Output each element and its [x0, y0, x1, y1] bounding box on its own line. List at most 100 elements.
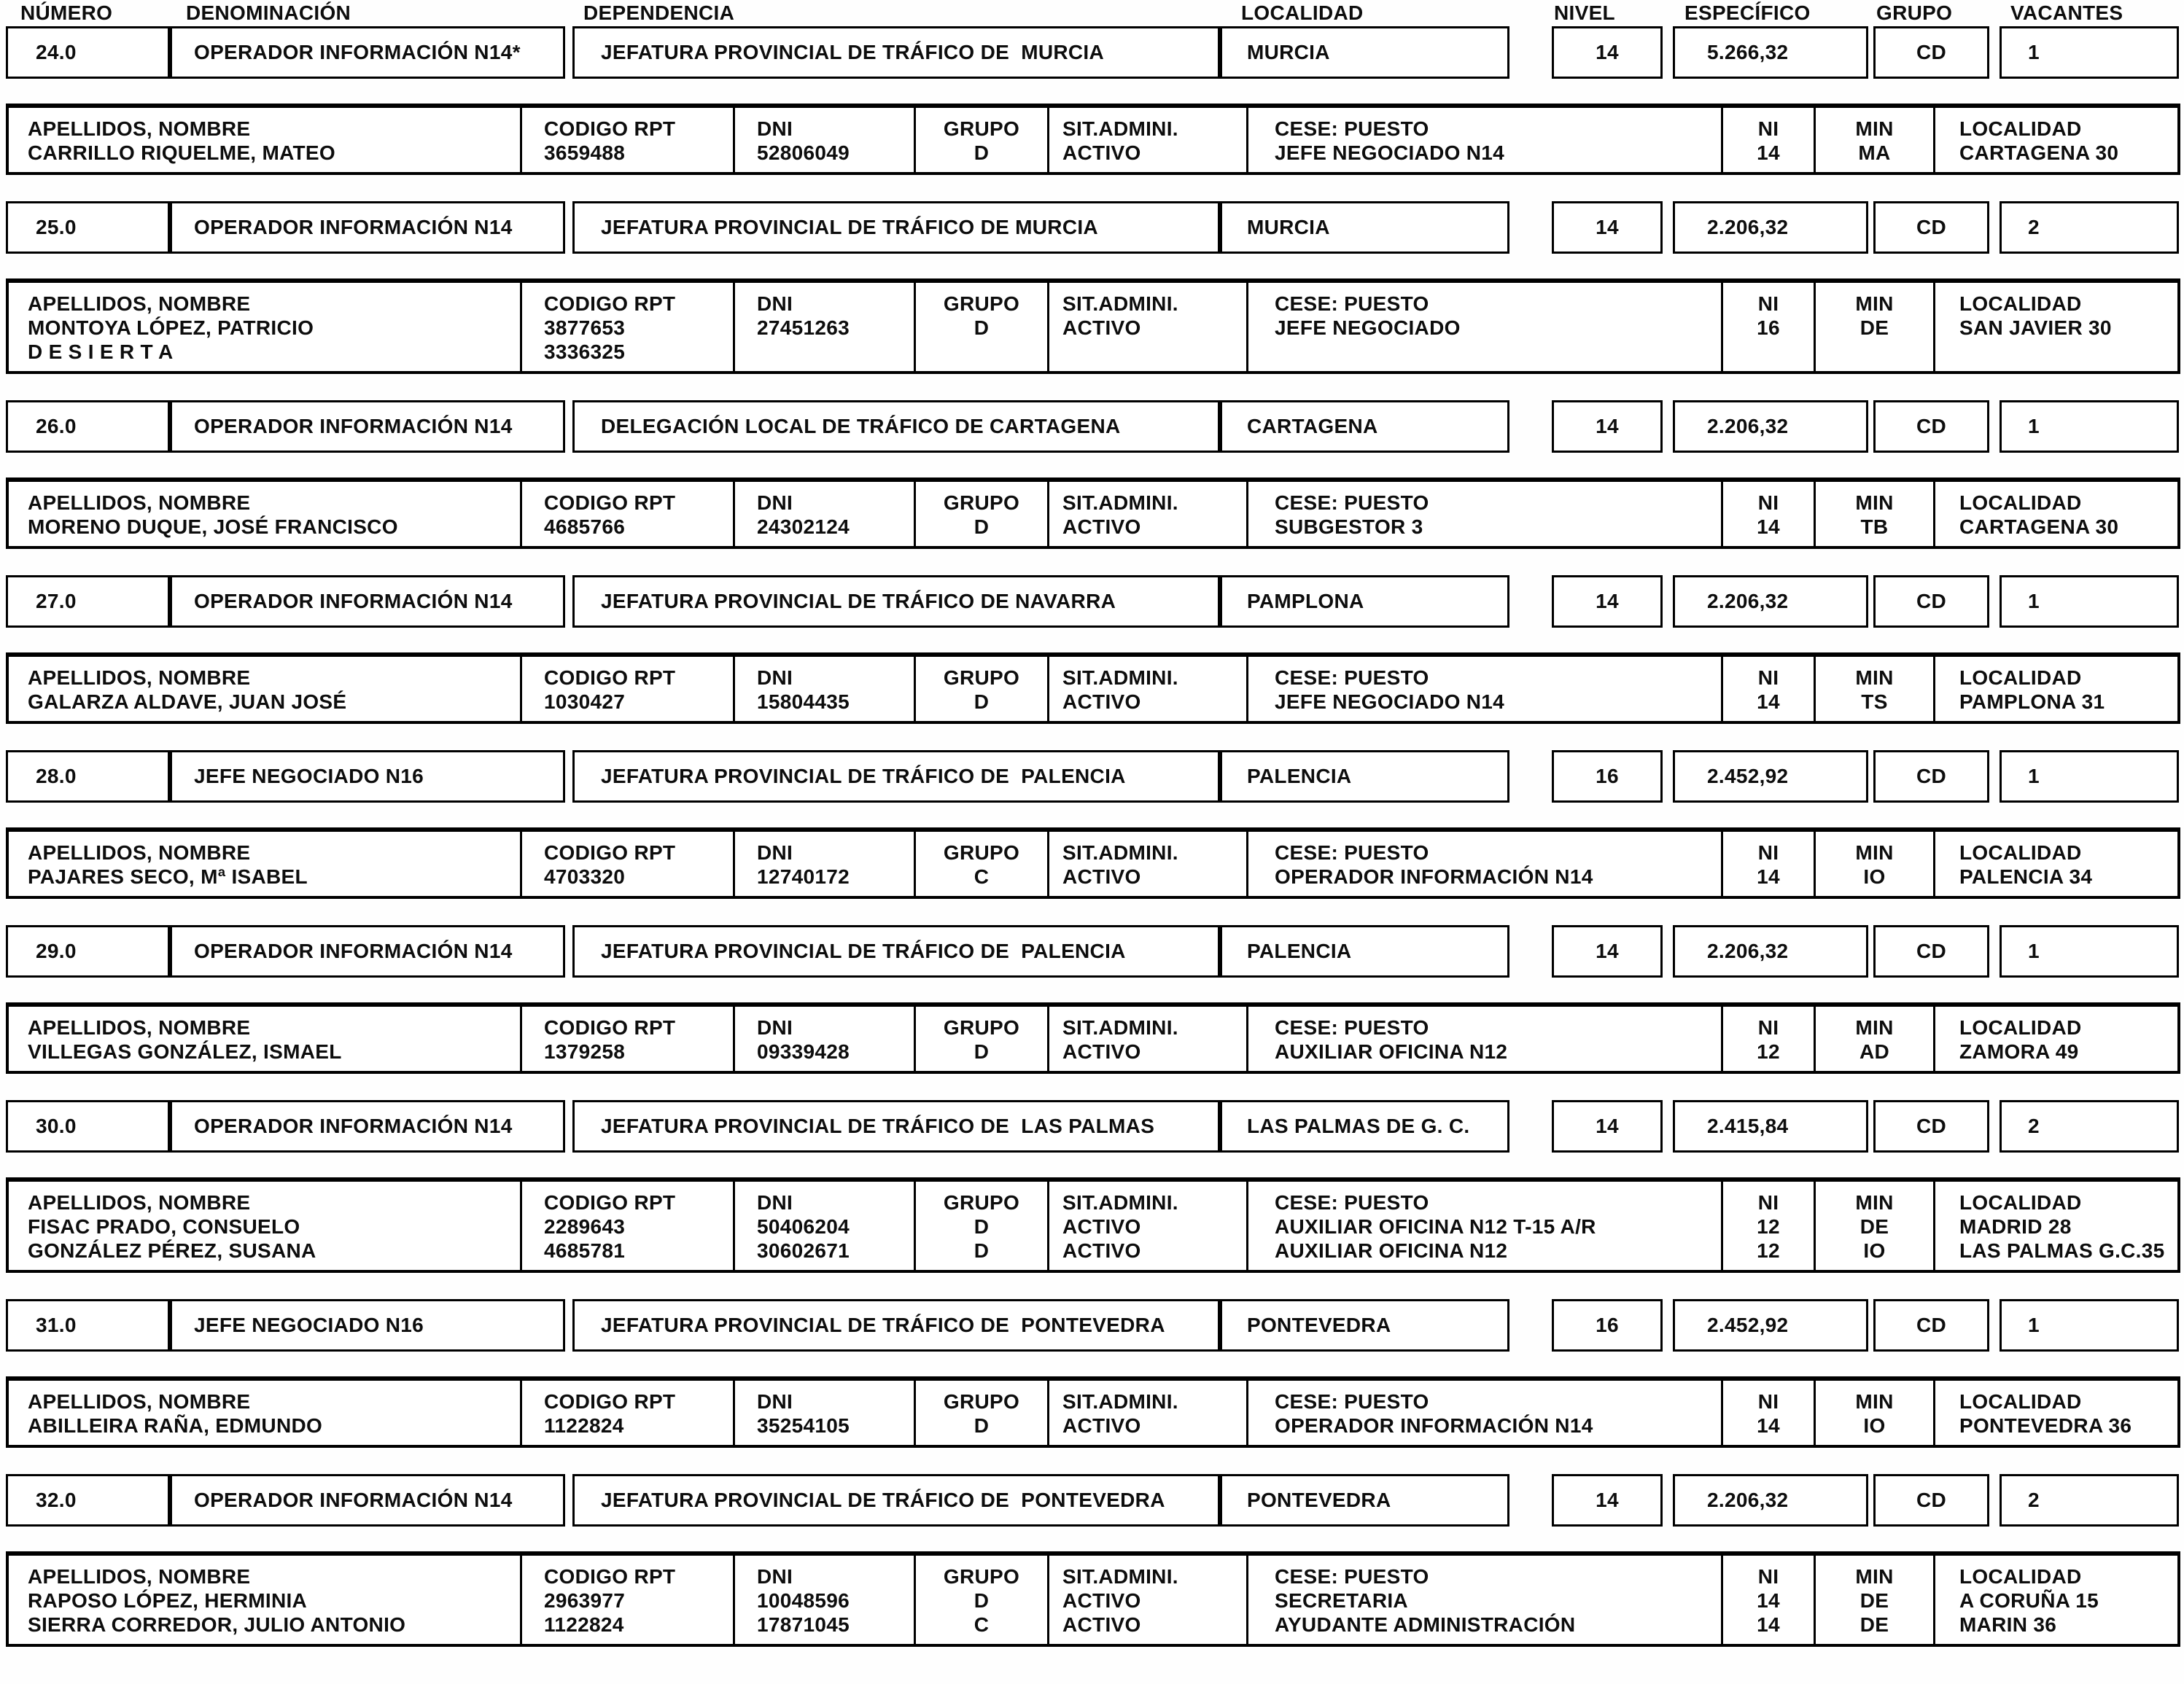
field-label: SIT.ADMINI.	[1062, 1191, 1178, 1214]
codigo-column: CODIGO RPT 4703320	[520, 832, 733, 896]
localidad-column: LOCALIDAD PAMPLONA 31	[1933, 657, 2177, 721]
person-details-row: APELLIDOS, NOMBRE MONTOYA LÓPEZ, PATRICIO…	[6, 278, 2180, 374]
dependencia-cell: JEFATURA PROVINCIAL DE TRÁFICO DE PONTEV…	[572, 1474, 1220, 1527]
grupo-column: GRUPO D D	[914, 1182, 1047, 1270]
grupo-column: GRUPO D	[914, 1381, 1047, 1445]
record: 28.0 JEFE NEGOCIADO N16 JEFATURA PROVINCIA…	[0, 750, 2184, 899]
nombre-column: APELLIDOS, NOMBRE VILLEGAS GONZÁLEZ, ISMA…	[9, 1007, 520, 1071]
person-ni: 14	[1757, 1414, 1780, 1437]
sit-column: SIT.ADMINI. ACTIVO ACTIVO	[1047, 1556, 1246, 1644]
person-localidad: A CORUÑA 15	[1959, 1589, 2099, 1612]
ni-column: NI 14	[1721, 832, 1814, 896]
person-localidad: PAMPLONA 31	[1959, 690, 2105, 713]
field-label: GRUPO	[943, 841, 1020, 864]
person-sit: ACTIVO	[1062, 515, 1141, 538]
field-label: NI	[1757, 1565, 1779, 1588]
dni-column: DNI 09339428	[733, 1007, 914, 1071]
record: 25.0 OPERADOR INFORMACIÓN N14 JEFATURA PRO…	[0, 201, 2184, 374]
dni-column: DNI 50406204 30602671	[733, 1182, 914, 1270]
person-nombre: GALARZA ALDAVE, JUAN JOSÉ	[28, 690, 347, 713]
person-min: TS	[1861, 690, 1888, 713]
localidad-column: LOCALIDAD CARTAGENA 30	[1933, 108, 2177, 172]
ni-column: NI 14	[1721, 1381, 1814, 1445]
person-ni: 14	[1757, 141, 1780, 164]
column-header-numero: NÚMERO	[20, 1, 113, 24]
field-label: LOCALIDAD	[1959, 292, 2082, 315]
person-cese: AUXILIAR OFICINA N12 T-15 A/R	[1275, 1215, 1596, 1238]
ni-column: NI 14 14	[1721, 1556, 1814, 1644]
person-dni: 12740172	[757, 865, 850, 888]
nombre-column: APELLIDOS, NOMBRE MONTOYA LÓPEZ, PATRICIO…	[9, 283, 520, 371]
field-label: GRUPO	[943, 117, 1020, 140]
denominacion-cell: OPERADOR INFORMACIÓN N14	[170, 1474, 565, 1527]
field-label: APELLIDOS, NOMBRE	[28, 841, 251, 864]
field-label: APELLIDOS, NOMBRE	[28, 1565, 251, 1588]
field-label: SIT.ADMINI.	[1062, 1016, 1178, 1039]
person-dni: 27451263	[757, 316, 850, 339]
person-cese: SUBGESTOR 3	[1275, 515, 1423, 538]
codigo-column: CODIGO RPT 1030427	[520, 657, 733, 721]
dependencia-cell: JEFATURA PROVINCIAL DE TRÁFICO DE LAS PA…	[572, 1100, 1220, 1153]
person-cese: JEFE NEGOCIADO	[1275, 316, 1461, 339]
localidad-column: LOCALIDAD ZAMORA 49	[1933, 1007, 2177, 1071]
person-min: AD	[1859, 1040, 1890, 1063]
position-row: 29.0 OPERADOR INFORMACIÓN N14 JEFATURA PRO…	[0, 925, 2184, 978]
field-label: GRUPO	[943, 1191, 1020, 1214]
denominacion-cell: OPERADOR INFORMACIÓN N14	[170, 575, 565, 628]
person-nombre: ABILLEIRA RAÑA, EDMUNDO	[28, 1414, 323, 1437]
position-row: 27.0 OPERADOR INFORMACIÓN N14 JEFATURA PRO…	[0, 575, 2184, 628]
dni-column: DNI 12740172	[733, 832, 914, 896]
dependencia-cell: JEFATURA PROVINCIAL DE TRÁFICO DE PALENC…	[572, 925, 1220, 978]
grupo-cell: CD	[1873, 400, 1989, 453]
ni-column: NI 14	[1721, 482, 1814, 546]
person-codigo: 1030427	[544, 690, 626, 713]
field-label: SIT.ADMINI.	[1062, 666, 1178, 689]
especifico-cell: 2.206,32	[1673, 925, 1868, 978]
sit-column: SIT.ADMINI. ACTIVO	[1047, 108, 1246, 172]
person-dni: 17871045	[757, 1613, 850, 1636]
dependencia-cell: JEFATURA PROVINCIAL DE TRÁFICO DE MURCIA	[572, 26, 1220, 79]
person-dni: 50406204	[757, 1215, 850, 1238]
person-dni: 52806049	[757, 141, 850, 164]
field-label: LOCALIDAD	[1959, 841, 2082, 864]
grupo-column: GRUPO D	[914, 1007, 1047, 1071]
field-label: SIT.ADMINI.	[1062, 841, 1178, 864]
person-dni: 10048596	[757, 1589, 850, 1612]
person-codigo: 3336325	[544, 340, 626, 363]
cese-column: CESE: PUESTO OPERADOR INFORMACIÓN N14	[1246, 832, 1721, 896]
position-row: 25.0 OPERADOR INFORMACIÓN N14 JEFATURA PRO…	[0, 201, 2184, 254]
grupo-column: GRUPO D	[914, 108, 1047, 172]
field-label: NI	[1757, 841, 1779, 864]
person-localidad: CARTAGENA 30	[1959, 515, 2119, 538]
person-dni: 15804435	[757, 690, 850, 713]
column-header-vacantes: VACANTES	[2010, 1, 2123, 24]
nombre-column: APELLIDOS, NOMBRE FISAC PRADO, CONSUELO GO…	[9, 1182, 520, 1270]
grupo-cell: CD	[1873, 26, 1989, 79]
person-localidad: PALENCIA 34	[1959, 865, 2093, 888]
nivel-cell: 16	[1552, 750, 1663, 803]
field-label: NI	[1757, 666, 1779, 689]
position-row: 26.0 OPERADOR INFORMACIÓN N14 DELEGACIÓN L…	[0, 400, 2184, 453]
sit-column: SIT.ADMINI. ACTIVO	[1047, 482, 1246, 546]
dni-column: DNI 10048596 17871045	[733, 1556, 914, 1644]
especifico-cell: 2.206,32	[1673, 201, 1868, 254]
field-label: CODIGO RPT	[544, 1390, 676, 1413]
field-label: CODIGO RPT	[544, 1565, 676, 1588]
localidad-cell: PALENCIA	[1220, 750, 1509, 803]
field-label: CESE: PUESTO	[1275, 666, 1429, 689]
person-min: DE	[1859, 1589, 1889, 1612]
min-column: MIN DE	[1814, 283, 1933, 371]
denominacion-cell: JEFE NEGOCIADO N16	[170, 750, 565, 803]
field-label: CODIGO RPT	[544, 292, 676, 315]
numero-cell: 27.0	[6, 575, 170, 628]
person-details-row: APELLIDOS, NOMBRE PAJARES SECO, Mª ISABEL…	[6, 827, 2180, 899]
field-label: CESE: PUESTO	[1275, 841, 1429, 864]
field-label: APELLIDOS, NOMBRE	[28, 491, 251, 514]
denominacion-cell: OPERADOR INFORMACIÓN N14	[170, 400, 565, 453]
grupo-column: GRUPO D C	[914, 1556, 1047, 1644]
record: 27.0 OPERADOR INFORMACIÓN N14 JEFATURA PRO…	[0, 575, 2184, 724]
nombre-column: APELLIDOS, NOMBRE PAJARES SECO, Mª ISABEL	[9, 832, 520, 896]
numero-cell: 29.0	[6, 925, 170, 978]
especifico-cell: 5.266,32	[1673, 26, 1868, 79]
person-grupo: C	[974, 865, 990, 888]
